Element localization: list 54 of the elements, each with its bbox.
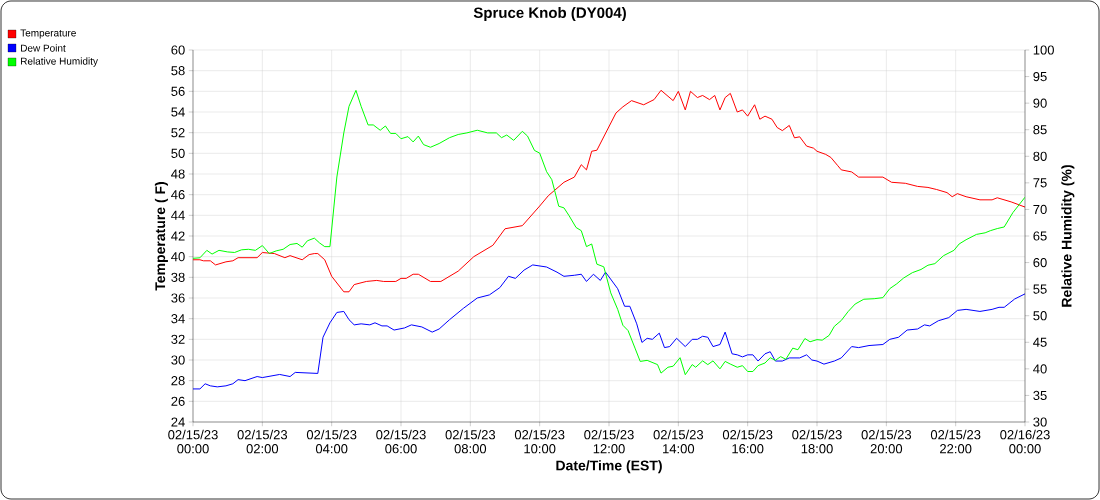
legend-label: Relative Humidity xyxy=(21,57,98,67)
y2-tick-label: 60 xyxy=(1033,257,1047,268)
y2-tick-label: 55 xyxy=(1033,284,1047,294)
x-tick-label: 02/15/23 04:00 xyxy=(306,429,357,454)
y2-axis-title: Relative Humidity (%) xyxy=(1061,165,1075,307)
x-tick-label: 02/15/23 20:00 xyxy=(861,429,912,454)
y-tick-label: 52 xyxy=(171,128,185,138)
y2-tick-label: 95 xyxy=(1033,71,1047,82)
y2-tick-label: 100 xyxy=(1033,45,1054,55)
y-tick-label: 46 xyxy=(171,190,185,200)
y-tick-label: 48 xyxy=(171,169,185,179)
y-tick-label: 32 xyxy=(171,334,185,344)
x-tick-label: 02/15/23 16:00 xyxy=(722,429,773,454)
x-tick-label: 02/15/23 02:00 xyxy=(237,429,288,454)
y-tick-label: 42 xyxy=(171,231,185,241)
x-tick-label: 02/15/23 10:00 xyxy=(514,429,565,454)
y-axis-title: Temperature ( F) xyxy=(154,181,168,291)
y2-tick-label: 90 xyxy=(1033,98,1047,108)
x-tick-label: 02/15/23 18:00 xyxy=(792,429,842,454)
legend-label: Dew Point xyxy=(21,44,66,52)
y-tick-label: 24 xyxy=(171,417,185,427)
x-tick-label: 02/15/23 06:00 xyxy=(376,429,426,454)
y-tick-label: 26 xyxy=(171,396,185,406)
y-tick-label: 28 xyxy=(171,376,185,386)
x-tick-label: 02/15/23 22:00 xyxy=(930,429,981,454)
y2-tick-label: 65 xyxy=(1033,231,1047,241)
y-tick-label: 38 xyxy=(171,272,185,282)
y-tick-label: 58 xyxy=(171,66,185,76)
y-tick-label: 56 xyxy=(171,86,185,96)
x-tick-label: 02/15/23 12:00 xyxy=(584,429,634,454)
x-tick-label: 02/16/23 00:00 xyxy=(1000,429,1050,454)
y2-tick-label: 40 xyxy=(1033,364,1047,374)
y2-tick-label: 35 xyxy=(1033,390,1047,401)
y-tick-label: 50 xyxy=(171,148,185,158)
y-tick-label: 44 xyxy=(171,210,185,220)
legend-label: Temperature xyxy=(20,29,76,39)
y2-tick-label: 75 xyxy=(1033,178,1047,188)
y-tick-label: 36 xyxy=(171,293,185,303)
y-tick-label: 60 xyxy=(171,45,185,55)
x-tick-label: 02/15/23 08:00 xyxy=(445,429,496,454)
x-tick-label: 02/15/23 14:00 xyxy=(653,429,704,454)
y2-tick-label: 70 xyxy=(1033,204,1047,215)
y2-tick-label: 30 xyxy=(1033,417,1047,427)
y-tick-label: 34 xyxy=(171,314,185,324)
y-tick-label: 30 xyxy=(171,355,185,365)
x-axis-title: Date/Time (EST) xyxy=(556,460,662,474)
chart-title: Spruce Knob (DY004) xyxy=(473,7,626,21)
y-tick-label: 40 xyxy=(171,252,185,262)
y2-tick-label: 50 xyxy=(1033,311,1047,321)
y2-tick-label: 80 xyxy=(1033,151,1047,161)
x-tick-label: 02/15/23 00:00 xyxy=(168,429,218,454)
y2-tick-label: 85 xyxy=(1033,125,1047,135)
y-tick-label: 54 xyxy=(171,107,185,117)
y2-tick-label: 45 xyxy=(1033,337,1047,347)
